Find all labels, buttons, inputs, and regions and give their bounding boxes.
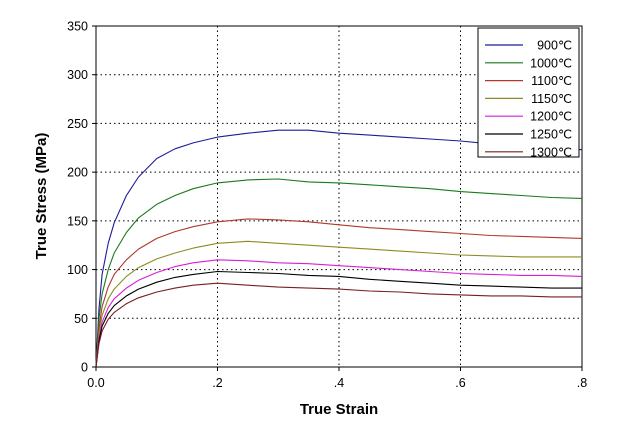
series-line-7 — [95, 282, 582, 368]
x-tick-label: .2 — [212, 376, 222, 390]
series-line-6 — [95, 270, 582, 368]
legend-label-4: 1150℃ — [531, 92, 572, 106]
series-line-2 — [95, 178, 583, 368]
y-tick-label: 100 — [67, 263, 88, 277]
series-line-3 — [95, 218, 583, 368]
x-tick-label: .8 — [577, 376, 587, 390]
x-tick-label: 0.0 — [87, 376, 104, 390]
legend-label-7: 1300℃ — [530, 145, 572, 159]
x-tick-label: .4 — [334, 376, 344, 390]
legend-label-3: 1100℃ — [531, 74, 572, 88]
legend-box — [477, 27, 580, 158]
y-tick-label: 200 — [67, 166, 88, 180]
y-tick-label: 0 — [81, 361, 88, 375]
y-tick-label: 300 — [67, 68, 88, 82]
y-tick-label: 50 — [74, 312, 88, 326]
grid-lines — [96, 26, 582, 367]
legend-label-2: 1000℃ — [530, 56, 572, 70]
series-line-1 — [95, 129, 583, 368]
x-axis-title: True Strain — [300, 401, 378, 418]
legend: 900℃ 1000℃ 1100℃ 1150℃ 1200℃ 1250℃ 1300℃ — [477, 27, 580, 159]
y-axis-title: True Stress (MPa) — [33, 133, 50, 260]
tick-labels: 0.0 .2 .4 .6 .8 0 50 100 150 200 250 300 350 — [67, 20, 587, 391]
y-tick-label: 350 — [67, 20, 88, 34]
y-tick-label: 250 — [67, 117, 88, 131]
y-tick-label: 150 — [67, 214, 88, 228]
series-line-5 — [95, 259, 583, 368]
series-line-4 — [95, 240, 582, 368]
series-lines — [95, 129, 583, 368]
legend-label-1: 900℃ — [537, 39, 572, 53]
x-tick-label: .6 — [455, 376, 465, 390]
legend-label-6: 1250℃ — [530, 128, 572, 142]
legend-label-5: 1200℃ — [530, 110, 572, 124]
